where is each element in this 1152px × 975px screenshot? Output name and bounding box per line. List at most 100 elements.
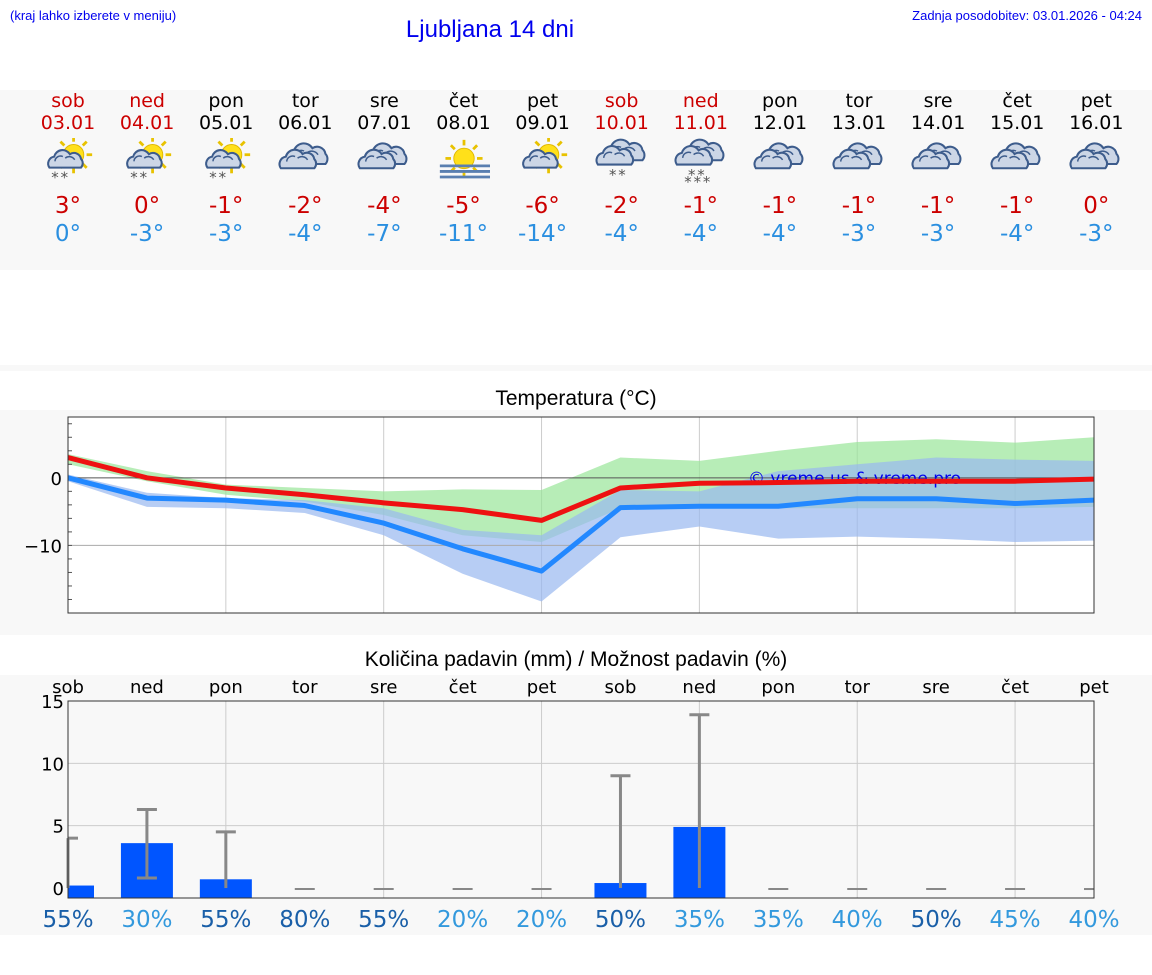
day-date: 07.01 <box>357 112 412 134</box>
cloudy-icon <box>278 142 329 170</box>
max-temp: -1° <box>841 193 877 219</box>
min-temp: -4° <box>999 221 1035 247</box>
day-date: 14.01 <box>910 112 966 134</box>
day-column: sob 10.01 * * -2° -4° <box>582 90 662 248</box>
series-line-min <box>67 475 1095 574</box>
day-column: pon 05.01 * * -1° -3° <box>186 90 266 248</box>
day-column: pon 12.01 -1° -4° <box>740 90 820 248</box>
section-divider <box>0 365 1152 371</box>
day-date: 12.01 <box>752 112 808 134</box>
svg-text:*: * <box>130 169 137 187</box>
precip-probability: 30% <box>121 907 172 933</box>
max-temp: -1° <box>208 193 244 219</box>
max-temp: 0° <box>134 193 161 219</box>
x-category-label: pet <box>1079 677 1109 698</box>
precip-probability: 55% <box>358 907 409 933</box>
day-column: čet 15.01 -1° -4° <box>977 90 1057 248</box>
cloud-snow-icon: * * <box>595 138 646 184</box>
max-temp: -1° <box>999 193 1035 219</box>
day-name: čet <box>1002 90 1032 112</box>
min-temp: -4° <box>288 221 323 247</box>
precip-probability: 40% <box>832 907 883 933</box>
day-name: pet <box>526 90 559 112</box>
x-category-label: sre <box>922 677 949 698</box>
max-temp: -1° <box>762 193 798 219</box>
cloudy-icon <box>753 142 804 170</box>
precip-probability: 20% <box>437 907 488 933</box>
day-date: 08.01 <box>436 112 491 134</box>
temperature-chart-title: Temperatura (°C) <box>495 387 657 410</box>
x-category-label: čet <box>449 677 477 698</box>
y-tick-label: −10 <box>24 536 62 557</box>
day-column: pet 16.01 0° -3° <box>1056 90 1136 248</box>
precip-probability: 35% <box>674 907 725 933</box>
day-column: tor 13.01 -1° -3° <box>819 90 899 248</box>
x-category-label: ned <box>682 677 716 698</box>
temperature-chart-panel: 0 −10 © vreme.us & vreme.pro <box>0 410 1152 635</box>
svg-text:*: * <box>693 173 700 190</box>
day-column: pet 09.01 -6° -14° <box>503 90 583 248</box>
day-column: sob 03.01 * * 3° 0° <box>28 90 108 248</box>
day-name: ned <box>129 90 165 112</box>
cloudy-icon <box>1069 142 1120 170</box>
svg-text:*: * <box>609 166 616 184</box>
day-date: 10.01 <box>594 112 649 134</box>
precip-probability: 50% <box>911 907 962 933</box>
location-hint: (kraj lahko izberete v meniju) <box>10 8 177 23</box>
day-column: ned 04.01 * * 0° -3° <box>107 90 187 248</box>
cloudy-icon <box>990 142 1041 170</box>
x-category-label: pet <box>527 677 557 698</box>
svg-text:*: * <box>703 173 710 190</box>
page-title: Ljubljana 14 dni <box>405 16 575 43</box>
day-name: pon <box>762 90 798 112</box>
precip-bar <box>594 883 647 898</box>
sun-cloud-snow-icon: * * <box>47 138 93 187</box>
day-date: 13.01 <box>831 112 887 134</box>
min-range-band <box>68 457 1094 602</box>
x-category-label: tor <box>292 677 318 698</box>
min-temp: 0° <box>54 221 82 247</box>
max-temp: -1° <box>683 193 719 219</box>
min-temp: -4° <box>683 221 719 247</box>
day-name: pon <box>208 90 245 112</box>
max-range-band <box>68 437 1094 543</box>
y-tick-label: 0 <box>53 879 64 900</box>
plot-area <box>68 701 1094 898</box>
day-date: 16.01 <box>1069 112 1124 134</box>
sun-cloud-snow-icon: * * <box>205 138 251 187</box>
x-category-label: čet <box>1001 677 1029 698</box>
min-temp: -14° <box>518 221 568 247</box>
max-temp: -5° <box>446 193 481 219</box>
precip-probability: 55% <box>42 907 93 933</box>
svg-text:*: * <box>219 169 226 187</box>
day-column: ned 11.01 * * * * * -1° -4° <box>661 90 741 248</box>
day-name: tor <box>845 90 873 112</box>
series-line-max <box>67 455 1095 523</box>
sun-fog-icon <box>439 139 490 179</box>
plot-frame <box>67 416 1095 614</box>
precip-probability: 45% <box>990 907 1041 933</box>
precip-bar <box>68 885 94 898</box>
cloudy-icon <box>357 142 408 170</box>
day-column: sre 07.01 -4° -7° <box>344 90 424 248</box>
precip-probability: 80% <box>279 907 330 933</box>
day-name: sre <box>369 90 399 112</box>
min-temp: -4° <box>762 221 798 247</box>
day-name: ned <box>682 90 719 112</box>
svg-text:*: * <box>697 166 704 184</box>
precip-probability: 55% <box>200 907 251 933</box>
last-updated: Zadnja posodobitev: 03.01.2026 - 04:24 <box>912 8 1142 23</box>
min-temp: -3° <box>841 221 877 247</box>
day-column: sre 14.01 -1° -3° <box>898 90 978 248</box>
max-temp: -4° <box>367 193 402 219</box>
svg-text:*: * <box>51 169 58 187</box>
svg-text:*: * <box>209 169 216 187</box>
precip-bar <box>199 879 252 898</box>
day-name: sre <box>923 90 953 112</box>
svg-text:*: * <box>684 173 691 190</box>
precipitation-chart-panel: 0 5 10 15 sob ned pon tor sre čet pet sob ned pon tor s… <box>0 675 1152 935</box>
min-temp: -3° <box>920 221 956 247</box>
daily-forecast-strip: sob 03.01 * * 3° 0° ned 04.01 * * 0° -3° pon 05.01 * * -… <box>0 90 1152 270</box>
svg-text:*: * <box>140 169 147 187</box>
